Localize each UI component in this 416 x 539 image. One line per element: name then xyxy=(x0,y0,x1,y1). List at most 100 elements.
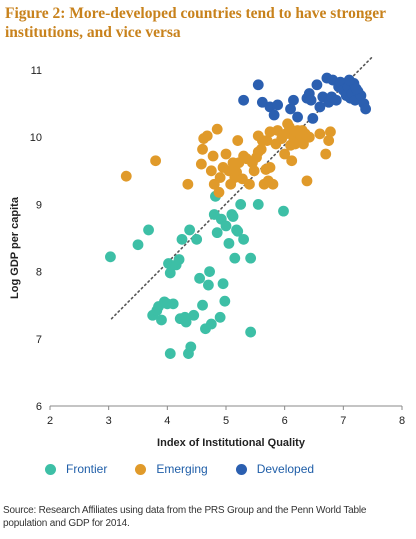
point-frontier xyxy=(220,220,232,232)
point-frontier xyxy=(173,254,185,265)
point-emerging xyxy=(264,126,276,138)
point-emerging xyxy=(255,143,267,155)
x-tick-label: 3 xyxy=(106,415,112,427)
point-emerging xyxy=(244,178,255,190)
point-emerging xyxy=(211,123,223,135)
point-frontier xyxy=(184,224,196,236)
point-developed xyxy=(285,103,296,115)
point-frontier xyxy=(232,225,244,237)
point-emerging xyxy=(248,165,260,177)
point-emerging xyxy=(182,178,194,190)
point-developed xyxy=(330,94,342,106)
point-frontier xyxy=(197,299,208,311)
point-frontier xyxy=(252,199,264,210)
legend-item-developed: Developed xyxy=(235,462,315,476)
point-developed xyxy=(268,109,280,121)
point-frontier xyxy=(238,233,250,245)
point-frontier xyxy=(105,251,116,263)
x-tick-label: 4 xyxy=(164,415,170,427)
point-emerging xyxy=(213,186,225,198)
point-frontier xyxy=(194,272,206,284)
point-frontier xyxy=(223,237,235,249)
point-emerging xyxy=(264,162,276,173)
y-tick-label: 8 xyxy=(36,267,42,279)
point-frontier xyxy=(164,267,176,279)
data-points xyxy=(105,72,372,359)
point-developed xyxy=(238,94,250,106)
point-frontier xyxy=(191,233,203,245)
point-frontier xyxy=(235,199,247,210)
point-frontier xyxy=(180,316,192,328)
trend-line-group xyxy=(110,55,374,320)
point-emerging xyxy=(220,148,232,160)
x-tick-label: 2 xyxy=(47,415,53,427)
y-tick-label: 11 xyxy=(31,65,42,77)
point-emerging xyxy=(323,135,335,146)
chart-legend: Frontier Emerging Developed xyxy=(45,462,342,476)
point-developed xyxy=(307,112,319,124)
y-tick-label: 9 xyxy=(36,199,42,211)
point-emerging xyxy=(267,178,279,190)
point-developed xyxy=(350,83,362,95)
point-frontier xyxy=(245,252,257,264)
point-frontier xyxy=(164,348,176,359)
point-frontier xyxy=(205,318,217,330)
point-frontier xyxy=(204,266,215,277)
x-tick-label: 6 xyxy=(282,415,288,427)
point-developed xyxy=(252,79,264,91)
point-developed xyxy=(343,74,355,86)
point-emerging xyxy=(195,158,207,170)
point-frontier xyxy=(188,309,200,321)
point-emerging xyxy=(325,126,336,138)
point-emerging xyxy=(301,175,313,187)
point-emerging xyxy=(261,135,273,146)
source-note: Source: Research Affiliates using data f… xyxy=(3,505,367,529)
point-frontier xyxy=(167,298,179,310)
x-tick-label: 8 xyxy=(399,415,405,427)
legend-label-emerging: Emerging xyxy=(156,462,208,476)
legend-swatch-emerging xyxy=(135,463,147,475)
y-tick-label: 10 xyxy=(30,132,42,144)
point-developed xyxy=(305,94,317,106)
point-developed xyxy=(311,79,323,91)
point-frontier xyxy=(245,326,257,338)
trend-line xyxy=(110,55,374,320)
point-developed xyxy=(292,111,303,123)
point-emerging xyxy=(252,130,264,142)
point-developed xyxy=(360,103,372,115)
point-frontier xyxy=(132,239,144,251)
x-tick-label: 5 xyxy=(223,415,229,427)
point-frontier xyxy=(211,227,223,239)
point-developed xyxy=(272,99,284,111)
point-emerging xyxy=(197,143,208,155)
legend-item-emerging: Emerging xyxy=(135,462,208,476)
point-emerging xyxy=(205,165,217,177)
point-emerging xyxy=(232,135,244,146)
point-emerging xyxy=(214,172,226,183)
point-frontier xyxy=(143,224,154,236)
y-tick-label: 7 xyxy=(36,334,42,346)
point-emerging xyxy=(286,155,298,167)
point-frontier xyxy=(156,314,167,326)
point-frontier xyxy=(229,252,241,264)
point-frontier xyxy=(176,233,188,245)
point-frontier xyxy=(203,279,214,291)
chart-title: Figure 2: More-developed countries tend … xyxy=(5,5,386,41)
point-developed xyxy=(314,101,326,113)
point-emerging xyxy=(303,131,315,143)
legend-label-frontier: Frontier xyxy=(66,462,108,476)
point-frontier xyxy=(227,211,239,222)
legend-item-frontier: Frontier xyxy=(45,462,107,476)
point-frontier xyxy=(214,311,226,323)
point-developed xyxy=(288,94,299,106)
point-emerging xyxy=(120,170,132,182)
legend-swatch-frontier xyxy=(45,463,56,475)
legend-label-developed: Developed xyxy=(256,462,315,476)
point-frontier xyxy=(278,205,289,217)
point-emerging xyxy=(320,148,332,160)
y-tick-label: 6 xyxy=(36,401,42,413)
x-axis-label: Index of Institutional Quality xyxy=(157,437,306,449)
point-frontier xyxy=(219,295,231,307)
point-emerging xyxy=(279,148,291,160)
